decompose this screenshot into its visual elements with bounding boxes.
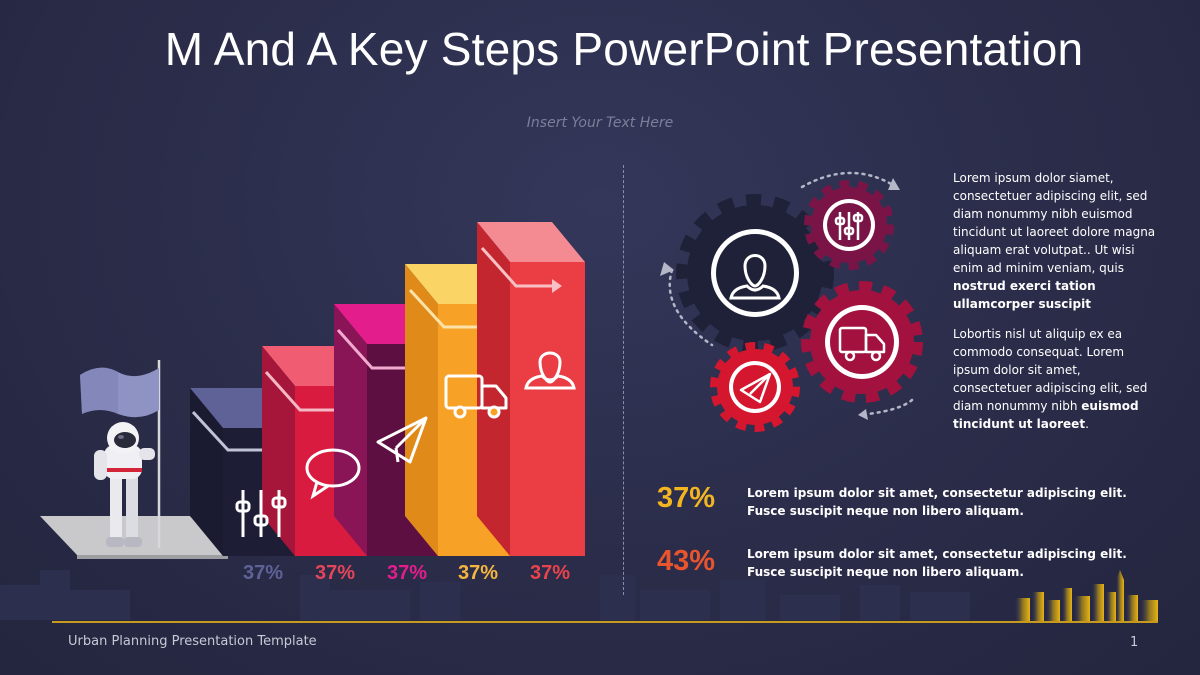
chat-bubble-icon [305,448,361,500]
city-skyline-background [0,570,970,620]
truck-icon [444,374,508,419]
step-bar-5 [477,222,585,556]
page-number: 1 [1130,635,1139,650]
gear-paper-plane [710,342,800,432]
paragraph-2: Lobortis nisl ut aliquip ex ea commodo c… [953,325,1163,433]
footer-text: Urban Planning Presentation Template [68,634,317,649]
vertical-divider [623,165,624,595]
stat-text-1: Lorem ipsum dolor sit amet, consectetur … [747,486,1127,518]
astronaut-illustration [80,360,161,548]
paragraph-1-text: Lorem ipsum dolor siamet, consectetuer a… [953,171,1156,275]
paragraph-2-end: . [1085,417,1089,431]
footer-line [52,621,1158,623]
slide-title: M And A Key Steps PowerPoint Presentatio… [164,23,1084,75]
sliders-icon [834,212,864,240]
stat-text-2: Lorem ipsum dolor sit amet, consectetur … [747,547,1127,579]
paragraph-1: Lorem ipsum dolor siamet, consectetuer a… [953,169,1163,313]
step-label-3: 37% [386,562,428,584]
paragraph-2-bold: euismod tincidunt ut laoreet [953,399,1139,431]
gear-truck [801,281,923,403]
user-icon [729,254,781,300]
step-label-4: 37% [457,562,499,584]
user-icon [524,351,576,390]
slide-subtitle: Insert Your Text Here [526,115,674,131]
step-bar-4 [405,264,513,556]
city-skyline-gold [1015,570,1158,621]
gear-sliders [804,180,894,270]
step-label-1: 37% [242,562,284,584]
paragraph-2-text: Lobortis nisl ut aliquip ex ea commodo c… [953,327,1148,413]
paper-plane-icon [739,372,772,404]
paragraph-1-bold: nostrud exerci tation ullamcorper suscip… [953,279,1096,311]
paper-plane-icon [376,416,428,464]
gear-large-user [676,194,834,352]
step-label-2: 37% [314,562,356,584]
cycle-arrows [668,171,914,416]
sliders-icon [235,490,287,537]
stat-value-2: 43% [657,545,716,577]
step-label-5: 37% [529,562,571,584]
arrow-heads [660,178,900,420]
stat-value-1: 37% [657,482,716,514]
truck-icon [838,326,886,362]
